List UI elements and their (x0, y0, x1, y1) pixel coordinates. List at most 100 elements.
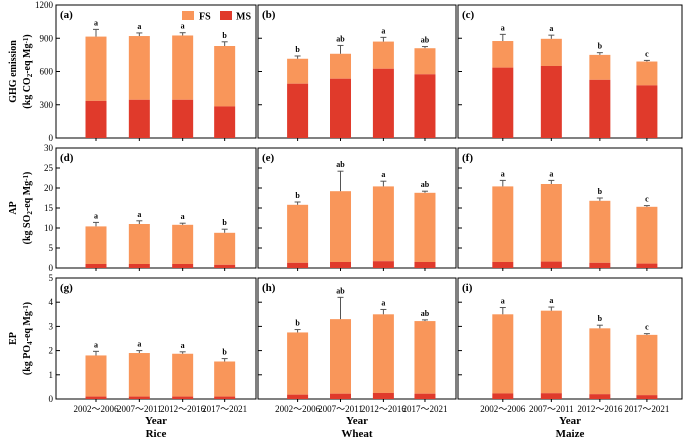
bar-fs (492, 186, 514, 262)
bar-ms (287, 262, 309, 268)
bar-ms (214, 396, 236, 399)
bar-ms (636, 85, 658, 138)
bar-ms (540, 393, 562, 399)
significance-letter: b (598, 42, 603, 51)
bar-fs (330, 53, 352, 79)
panel-frame (457, 277, 683, 400)
x-axis-crop-label: Wheat (341, 428, 373, 440)
bar-ms (214, 264, 236, 268)
bar-fs (492, 41, 514, 68)
y-axis-indicator: GHG emission (8, 40, 19, 103)
y-axis-unit: (kg CO2-eq Mg-1) (22, 34, 34, 108)
panel-g: 0 1 2 3 4 5 a a a b (g) 2002～20062007～20112012～2016… (49, 273, 257, 414)
significance-letter: ab (421, 180, 430, 189)
bar-ms (589, 394, 611, 399)
y-axis-label-1: GHG emission (kg CO2-eq Mg-1) (8, 34, 34, 108)
x-tick-label: 2017～2021 (202, 404, 247, 414)
bar-fs (636, 61, 658, 86)
bar-fs (492, 314, 514, 394)
y-axis-indicator: AP (8, 201, 19, 214)
bar-ms (540, 65, 562, 138)
x-axis-year-label: Year (346, 415, 368, 427)
bar-ms (540, 261, 562, 268)
panel-label: (h) (262, 282, 276, 294)
x-tick-label: 2012～2016 (577, 404, 623, 414)
bar-fs (414, 321, 436, 394)
significance-letter: a (181, 212, 185, 221)
bar-fs (287, 332, 309, 395)
x-tick-label: 2007～2011 (318, 404, 363, 414)
bar-fs (330, 191, 352, 262)
significance-letter: c (645, 195, 649, 204)
y-tick-label: 3 (49, 321, 54, 331)
significance-letter: c (645, 49, 649, 58)
bar-fs (372, 186, 394, 262)
bar-fs (128, 353, 150, 397)
bar-ms (492, 393, 514, 399)
y-axis-indicator: EP (8, 332, 19, 345)
unit-text: (kg SO (22, 214, 33, 244)
bar-ms (414, 262, 436, 268)
bar-ms (330, 262, 352, 268)
significance-letter: ab (336, 160, 345, 169)
x-axis-crop-label: Maize (556, 428, 585, 440)
bar-ms (172, 264, 194, 268)
bar-fs (589, 54, 611, 80)
y-tick-label: 1200 (35, 0, 54, 10)
significance-letter: ab (336, 286, 345, 295)
bar-ms (372, 68, 394, 138)
bar-ms (636, 395, 658, 399)
significance-letter: b (222, 31, 227, 40)
unit-text: (kg CO (22, 77, 33, 109)
significance-letter: ab (421, 309, 430, 318)
bar-ms (330, 78, 352, 138)
x-tick-label: 2012～2016 (361, 404, 407, 414)
bar-ms (85, 100, 107, 138)
significance-letter: b (222, 218, 227, 227)
y-tick-label: 0 (49, 263, 54, 273)
y-tick-label: 600 (40, 67, 54, 77)
bar-fs (589, 328, 611, 395)
unit-text: (kg PO (22, 345, 33, 376)
panel-f: a a b c (f) (457, 147, 683, 271)
y-tick-label: 5 (49, 243, 54, 253)
significance-letter: a (381, 26, 385, 35)
bar-fs (636, 334, 658, 396)
bar-fs (540, 184, 562, 262)
bar-fs (589, 200, 611, 263)
bar-fs (372, 314, 394, 393)
significance-letter: a (181, 22, 185, 31)
bar-fs (128, 224, 150, 264)
x-tick-label: 2002～2006 (480, 404, 526, 414)
significance-letter: a (181, 341, 185, 350)
panel-label: (c) (462, 9, 475, 21)
bar-ms (492, 67, 514, 138)
unit-text: -eq Mg (22, 44, 33, 74)
y-tick-label: 30 (44, 143, 54, 153)
panel-label: (g) (60, 282, 73, 294)
x-tick-label: 2002～2006 (73, 404, 119, 414)
x-tick-label: 2017～2021 (402, 404, 447, 414)
unit-sub: 2 (26, 211, 34, 215)
y-tick-label: 1 (49, 370, 54, 380)
legend-label-fs: FS (199, 12, 211, 23)
y-axis-unit: (kg PO4-eq Mg-1) (22, 302, 34, 375)
bar-ms (636, 263, 658, 268)
bar-ms (287, 394, 309, 399)
panel-h: b ab a ab (h) 2002～20062007～20112012～20162017… (257, 277, 457, 414)
x-tick-label: 2007～2011 (529, 404, 574, 414)
bar-fs (287, 204, 309, 263)
x-axis-year-label: Year (145, 415, 167, 427)
bar-ms (128, 396, 150, 399)
bar-fs (172, 35, 194, 100)
x-tick-label: 2017～2021 (624, 404, 669, 414)
bar-fs (414, 192, 436, 262)
panel-label: (e) (262, 152, 275, 164)
bar-fs (214, 232, 236, 265)
significance-letter: a (549, 169, 553, 178)
significance-letter: b (222, 348, 227, 357)
x-tick-label: 2002～2006 (275, 404, 321, 414)
significance-letter: b (598, 314, 603, 323)
unit-text: -eq Mg (22, 311, 33, 341)
